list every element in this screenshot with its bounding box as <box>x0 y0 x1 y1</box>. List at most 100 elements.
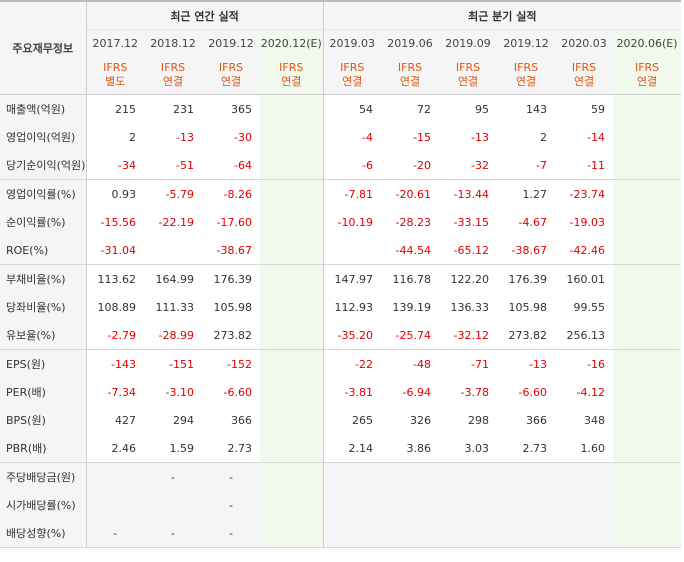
standard-name: IFRS <box>160 61 186 74</box>
value-cell <box>439 462 498 491</box>
value-cell: -20 <box>413 158 432 172</box>
value-cell: 273.82 <box>213 328 253 342</box>
consolidation-type: 연결 <box>162 75 184 88</box>
value-cell <box>613 264 682 293</box>
standard-name: IFRS <box>455 61 481 74</box>
value-cell: -22 <box>323 349 382 378</box>
value-cell <box>260 208 324 236</box>
period-header: 2019.12 <box>202 29 260 56</box>
value-cell <box>260 94 324 123</box>
accounting-standard-header: IFRS 연결 <box>323 56 382 95</box>
value-cell <box>613 462 682 491</box>
accounting-standard-header: IFRS 연결 <box>439 56 498 95</box>
value-cell: -3.10 <box>165 385 194 399</box>
value-cell <box>260 293 324 321</box>
consolidation-type: 연결 <box>342 75 363 88</box>
consolidation-type: 별도 <box>105 75 126 88</box>
row-label: 시가배당률(%) <box>0 491 87 519</box>
row-label: 영업이익률(%) <box>0 179 87 208</box>
accounting-standard-header: IFRS 연결 <box>260 56 324 95</box>
value-cell: -31.04 <box>100 243 136 257</box>
value-cell <box>260 321 324 350</box>
value-cell: -17.60 <box>216 215 252 229</box>
row-label: 영업이익(억원) <box>0 123 87 151</box>
row-label: 당좌비율(%) <box>0 293 87 321</box>
row-label: PER(배) <box>0 378 87 406</box>
period-header: 2018.12 <box>144 29 202 56</box>
standard-name: IFRS <box>103 61 128 74</box>
value-cell: 164.99 <box>144 264 202 293</box>
value-cell: -13 <box>497 349 556 378</box>
row-label: 순이익률(%) <box>0 208 87 236</box>
value-cell: - <box>202 462 260 491</box>
period-header: 2019.12 <box>497 29 556 56</box>
value-cell: -16 <box>555 349 614 378</box>
value-cell <box>613 236 682 265</box>
period-header: 2019.06 <box>381 29 440 56</box>
value-cell <box>613 179 682 208</box>
value-cell <box>497 491 556 519</box>
value-cell: -65.12 <box>453 243 490 257</box>
value-cell: -51 <box>176 158 194 172</box>
value-cell <box>323 236 381 265</box>
value-cell <box>260 462 324 491</box>
value-cell: -25.74 <box>395 328 432 342</box>
value-cell: 116.78 <box>381 264 440 293</box>
row-label: 유보율(%) <box>0 321 87 350</box>
period-header: 2020.06(E) <box>613 29 682 56</box>
value-cell <box>381 462 440 491</box>
value-cell <box>260 406 324 434</box>
value-cell <box>613 123 682 151</box>
value-cell: 2 <box>129 130 136 144</box>
row-label: 당기순이익(억원) <box>0 151 87 180</box>
value-cell: 2.14 <box>348 441 374 455</box>
value-cell: 108.89 <box>97 300 137 314</box>
value-cell <box>260 236 324 265</box>
value-cell: 365 <box>231 102 252 116</box>
value-cell: -15 <box>413 130 432 144</box>
value-cell: - <box>144 462 202 491</box>
value-cell: -13 <box>176 130 194 144</box>
value-cell <box>613 519 682 548</box>
value-cell: -23.74 <box>555 179 614 208</box>
value-cell: 2.73 <box>522 441 548 455</box>
value-cell <box>613 321 682 350</box>
value-cell: -8.26 <box>202 179 260 208</box>
value-cell: 95 <box>475 102 490 116</box>
value-cell <box>613 208 682 236</box>
accounting-standard-header: IFRS 연결 <box>497 56 556 95</box>
table-row: 매출액(억원) 215 231 365 54 72 95 143 59 <box>0 94 682 123</box>
value-cell: -71 <box>439 349 498 378</box>
value-cell <box>555 491 614 519</box>
row-label: 배당성향(%) <box>0 519 87 548</box>
standard-name: IFRS <box>218 61 244 74</box>
value-cell <box>497 519 556 548</box>
value-cell: 54 <box>359 102 374 116</box>
consolidation-type: 연결 <box>457 75 479 88</box>
value-cell <box>555 519 614 548</box>
value-cell: 72 <box>417 102 432 116</box>
value-cell <box>260 434 324 463</box>
value-cell: 298 <box>468 413 490 427</box>
value-cell: 1.27 <box>497 179 556 208</box>
value-cell <box>613 151 682 180</box>
value-cell: 143 <box>526 102 548 116</box>
value-cell: 136.33 <box>450 300 490 314</box>
value-cell: 112.93 <box>334 300 374 314</box>
value-cell: 3.03 <box>464 441 490 455</box>
value-cell <box>381 491 440 519</box>
value-cell: 215 <box>115 102 136 116</box>
period-header: 2019.03 <box>323 29 382 56</box>
annual-group-header: 최근 연간 실적 <box>86 0 324 30</box>
table-row: ROE(%) -31.04 -38.67 -44.54 -65.12 -38.67 -42.… <box>0 236 682 265</box>
value-cell: -4.67 <box>518 215 548 229</box>
value-cell: -22.19 <box>158 215 194 229</box>
value-cell: -35.20 <box>337 328 374 342</box>
consolidation-type: 연결 <box>281 75 302 88</box>
value-cell: 256.13 <box>566 328 606 342</box>
value-cell: -3.81 <box>344 385 374 399</box>
period-header: 2019.09 <box>439 29 498 56</box>
value-cell: 147.97 <box>323 264 382 293</box>
value-cell: 2.73 <box>227 441 253 455</box>
value-cell: 160.01 <box>555 264 614 293</box>
